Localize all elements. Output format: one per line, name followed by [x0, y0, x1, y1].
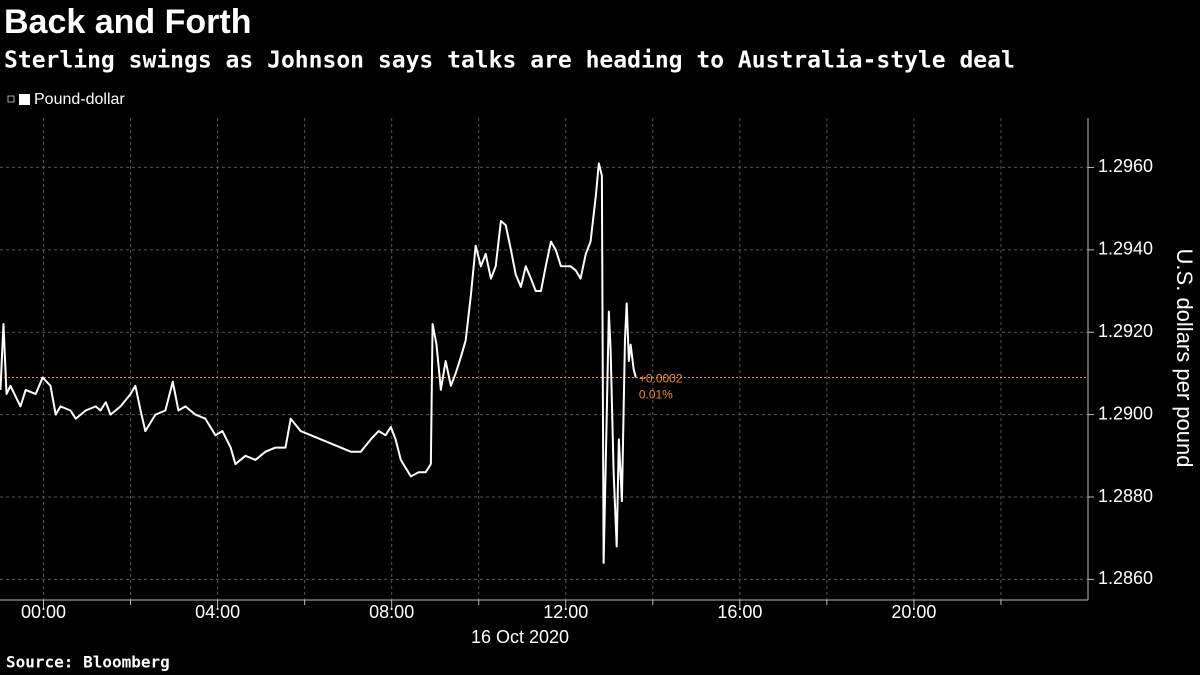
change-pct-label: 0.01% — [639, 388, 673, 402]
y-tick-label: 1.2920 — [1098, 321, 1153, 341]
legend-label: Pound-dollar — [34, 91, 125, 108]
x-tick-label: 04:00 — [195, 602, 240, 622]
change-label: +0.0002 — [639, 372, 683, 386]
x-tick-label: 12:00 — [543, 602, 588, 622]
x-axis-label: 16 Oct 2020 — [471, 627, 569, 647]
legend-swatch — [19, 94, 30, 105]
legend-toggle[interactable] — [7, 95, 15, 103]
source: Source: Bloomberg — [6, 653, 170, 672]
y-tick-label: 1.2900 — [1098, 403, 1153, 423]
chart-subtitle: Sterling swings as Johnson says talks ar… — [4, 48, 1015, 74]
y-tick-label: 1.2880 — [1098, 486, 1153, 506]
x-tick-label: 08:00 — [369, 602, 414, 622]
chart-title: Back and Forth — [4, 3, 251, 41]
y-tick-label: 1.2860 — [1098, 568, 1153, 588]
x-tick-label: 20:00 — [891, 602, 936, 622]
y-tick-label: 1.2940 — [1098, 239, 1153, 259]
x-tick-label: 00:00 — [21, 602, 66, 622]
y-tick-label: 1.2960 — [1098, 156, 1153, 176]
x-tick-label: 16:00 — [717, 602, 762, 622]
line-series — [0, 162, 637, 564]
y-axis-label: U.S. dollars per pound — [1172, 249, 1197, 468]
